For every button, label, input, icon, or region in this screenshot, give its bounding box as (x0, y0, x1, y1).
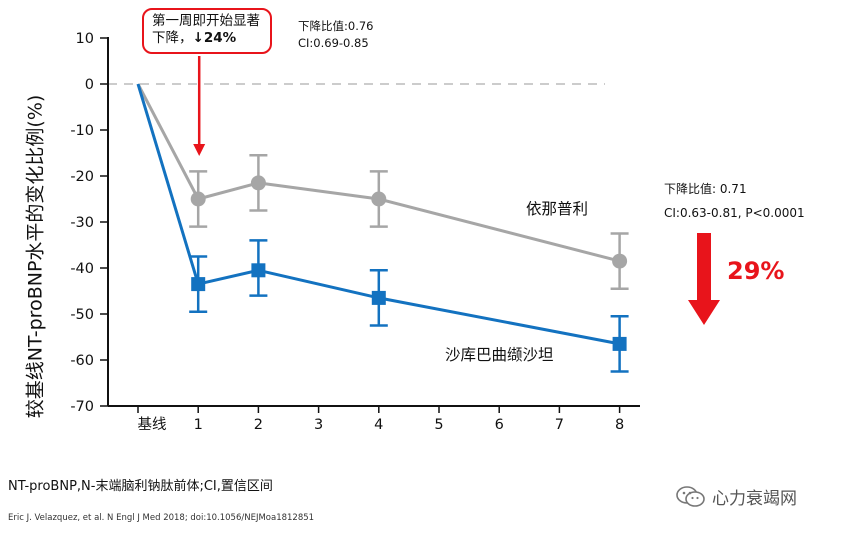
x-tick-label: 5 (434, 417, 443, 433)
down-arrow-icon: ↓ (192, 30, 204, 46)
data-point (612, 336, 627, 351)
data-point (251, 263, 266, 278)
week1-callout: 第一周即开始显著 下降，↓24% (142, 8, 272, 54)
annotation-arrows (193, 56, 720, 325)
y-axis-title: 较基线NT-proBNP水平的变化比例(%) (24, 94, 47, 418)
week8-ratio: 下降比值: 0.71 (664, 182, 747, 196)
data-point (250, 175, 266, 191)
week1-stats: 下降比值:0.76 CI:0.69-0.85 (298, 18, 373, 52)
y-tick-label: 10 (76, 31, 94, 47)
y-tick-label: -60 (70, 353, 94, 369)
data-point (371, 290, 386, 305)
wechat-icon (676, 485, 705, 507)
y-tick-label: -10 (70, 123, 94, 139)
series-label-enalapril: 依那普利 (526, 200, 589, 218)
x-tick-label: 6 (495, 417, 504, 433)
data-point (191, 277, 206, 292)
week1-ci: CI:0.69-0.85 (298, 36, 369, 50)
data-point (190, 191, 206, 207)
x-tick-label: 8 (615, 417, 624, 433)
tick-labels: 10 0 -10 -20 -30 -40 -50 -60 -70 基线 1 2 3 4 5 6 7 8 (70, 31, 624, 433)
data-point (371, 191, 387, 207)
citation: Eric J. Velazquez, et al. N Engl J Med 2… (8, 513, 315, 523)
y-tick-label: -20 (70, 169, 94, 185)
x-tick-label: 4 (374, 417, 383, 433)
week1-ratio: 下降比值:0.76 (298, 19, 374, 33)
abbreviation-note: NT-proBNP,N-末端脑利钠肽前体;CI,置信区间 (8, 479, 273, 494)
y-tick-label: 0 (85, 77, 94, 93)
axes (100, 37, 640, 413)
x-tick-label: 2 (254, 417, 263, 433)
y-tick-label: -30 (70, 215, 94, 231)
x-tick-label: 1 (194, 417, 203, 433)
x-tick-label: 3 (314, 417, 323, 433)
callout-line1: 第一周即开始显著 (152, 13, 260, 29)
series-label-sacubitril-valsartan: 沙库巴曲缬沙坦 (445, 346, 554, 364)
series-layer (136, 83, 629, 373)
callout-arrow-head (193, 144, 206, 156)
y-tick-label: -40 (70, 261, 94, 277)
x-tick-label: 7 (555, 417, 564, 433)
brand-name: 心力衰竭网 (712, 489, 797, 509)
callout-line2: 下降，↓24% (152, 30, 237, 46)
week8-reduction-arrow-icon (688, 233, 720, 325)
week8-ci: CI:0.63-0.81, P<0.0001 (664, 206, 805, 220)
brand-watermark: 心力衰竭网 (676, 484, 797, 509)
y-tick-label: -50 (70, 307, 94, 323)
week8-stats: 下降比值: 0.71 CI:0.63-0.81, P<0.0001 (664, 177, 805, 225)
x-tick-label: 基线 (138, 416, 167, 433)
data-point (612, 253, 628, 269)
week8-reduction-pct: 29% (727, 257, 785, 285)
y-tick-label: -70 (70, 399, 94, 415)
